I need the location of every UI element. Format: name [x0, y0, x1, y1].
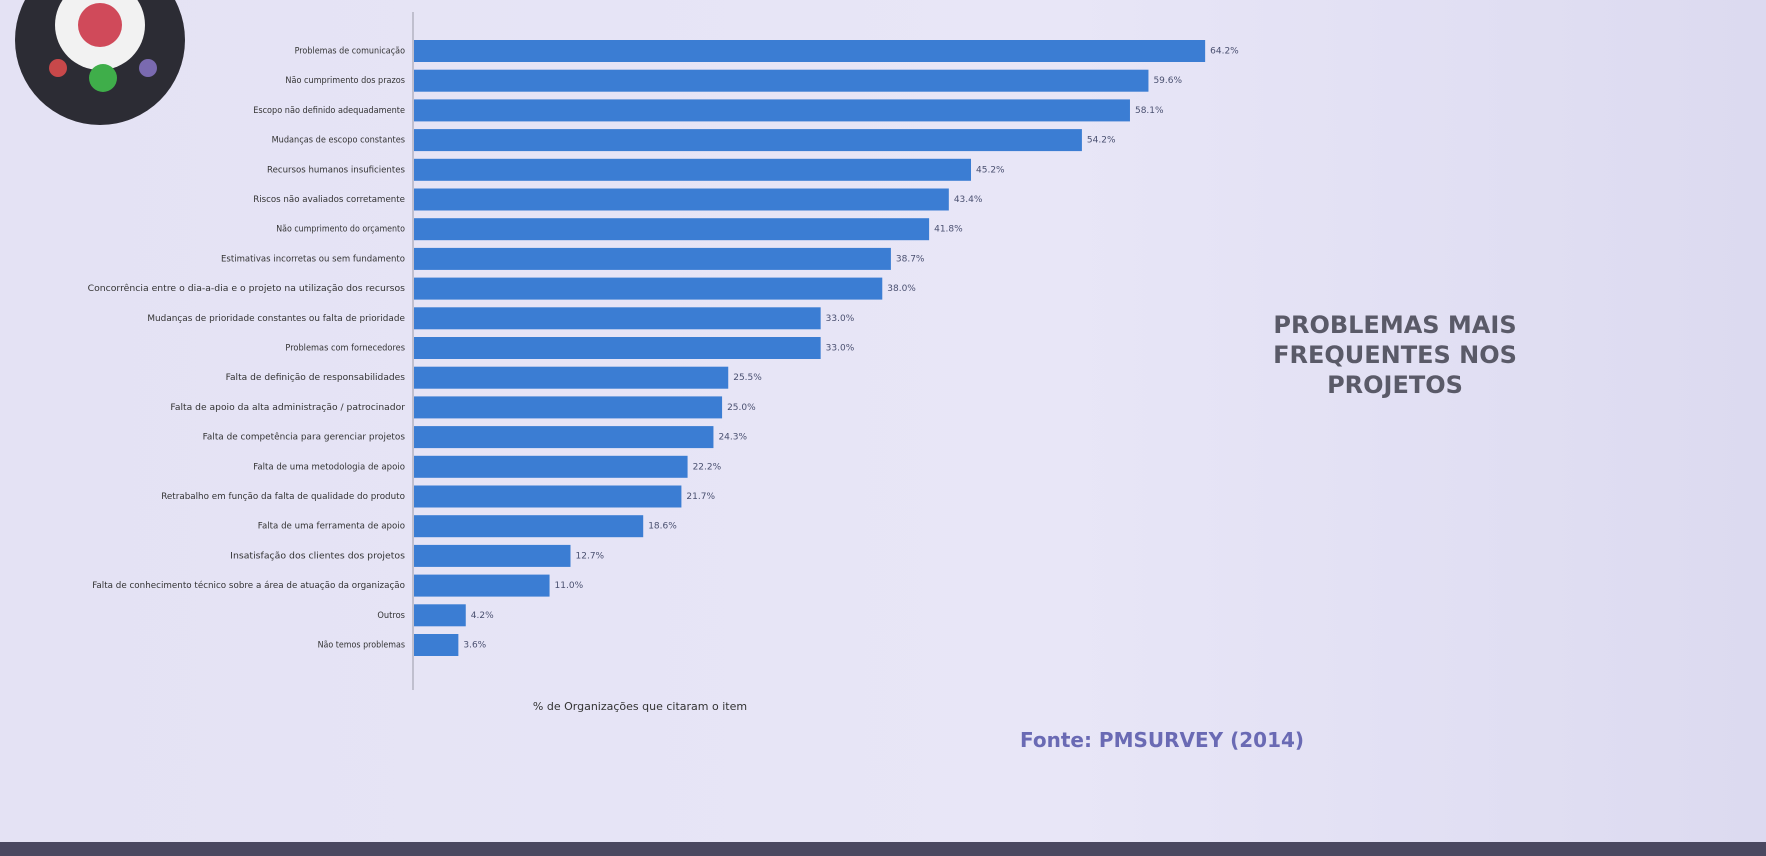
bar: [414, 337, 821, 359]
data-label: 11.0%: [555, 581, 584, 591]
data-label: 41.8%: [934, 225, 963, 235]
data-label: 4.2%: [471, 611, 494, 621]
data-label: 18.6%: [648, 522, 677, 532]
bar: [414, 574, 550, 597]
data-label: 12.7%: [576, 551, 605, 561]
data-label: 21.7%: [686, 492, 715, 502]
y-tick-label: Insatisfação dos clientes dos projetos: [230, 551, 405, 561]
data-label: 45.2%: [976, 165, 1005, 175]
y-tick-label: Falta de uma ferramenta de apoio: [258, 522, 406, 532]
bar: [414, 158, 972, 181]
data-label: 22.2%: [693, 462, 722, 472]
data-label: 33.0%: [826, 314, 855, 324]
y-tick-label: Problemas de comunicação: [295, 47, 406, 57]
y-tick-label: Recursos humanos insuficientes: [267, 165, 405, 175]
y-tick-label: Falta de conhecimento técnico sobre a ár…: [92, 580, 405, 591]
y-tick-label: Problemas com fornecedores: [285, 344, 405, 354]
bar: [414, 515, 644, 538]
bar: [414, 426, 714, 449]
bar: [414, 544, 571, 567]
y-tick-label: Não cumprimento do orçamento: [276, 225, 405, 235]
y-tick-label: Mudanças de prioridade constantes ou fal…: [147, 314, 405, 324]
data-label: 38.7%: [896, 254, 925, 264]
bar: [414, 634, 459, 656]
y-tick-label: Retrabalho em função da falta de qualida…: [161, 492, 405, 502]
y-tick-label: Falta de uma metodologia de apoio: [253, 462, 405, 472]
y-tick-label: Riscos não avaliados corretamente: [253, 195, 405, 205]
y-tick-label: Concorrência entre o dia-a-dia e o proje…: [88, 283, 406, 294]
y-tick-label: Estimativas incorretas ou sem fundamento: [221, 254, 405, 264]
bottom-border: [0, 842, 1766, 856]
bar: [414, 69, 1149, 92]
data-label: 64.2%: [1210, 47, 1239, 57]
x-axis-label: % de Organizações que citaram o item: [533, 700, 747, 713]
bar: [414, 307, 821, 330]
chart-title: PROBLEMAS MAIS FREQUENTES NOS PROJETOS: [1273, 311, 1517, 399]
bar: [414, 129, 1082, 152]
data-label: 54.2%: [1087, 136, 1116, 146]
data-label: 25.0%: [727, 403, 756, 413]
data-label: 38.0%: [887, 284, 916, 294]
y-tick-label: Não cumprimento dos prazos: [285, 76, 405, 86]
y-tick-label: Falta de apoio da alta administração / p…: [170, 403, 405, 413]
y-tick-label: Mudanças de escopo constantes: [272, 136, 406, 146]
bar: [414, 247, 891, 270]
bar: [414, 366, 729, 389]
data-label: 33.0%: [826, 344, 855, 354]
source-note: Fonte: PMSURVEY (2014): [1020, 728, 1305, 752]
data-label: 59.6%: [1153, 76, 1182, 86]
logo: [15, 0, 185, 125]
bar: [414, 396, 723, 419]
bar: [414, 218, 930, 241]
data-label: 24.3%: [718, 433, 747, 443]
bar: [414, 604, 466, 627]
data-label: 43.4%: [954, 195, 983, 205]
y-tick-label: Outros: [377, 611, 405, 621]
data-label: 25.5%: [733, 373, 762, 383]
bar: [414, 485, 682, 508]
y-tick-label: Falta de definição de responsabilidades: [226, 373, 406, 383]
y-tick-label: Escopo não definido adequadamente: [253, 106, 405, 116]
bar: [414, 99, 1130, 122]
bar: [414, 455, 688, 478]
bar: [414, 277, 883, 300]
data-label: 3.6%: [463, 641, 486, 651]
bar: [414, 188, 949, 211]
bar: [414, 40, 1206, 62]
data-label: 58.1%: [1135, 106, 1164, 116]
y-tick-label: Falta de competência para gerenciar proj…: [203, 432, 406, 443]
y-tick-label: Não temos problemas: [318, 641, 406, 651]
